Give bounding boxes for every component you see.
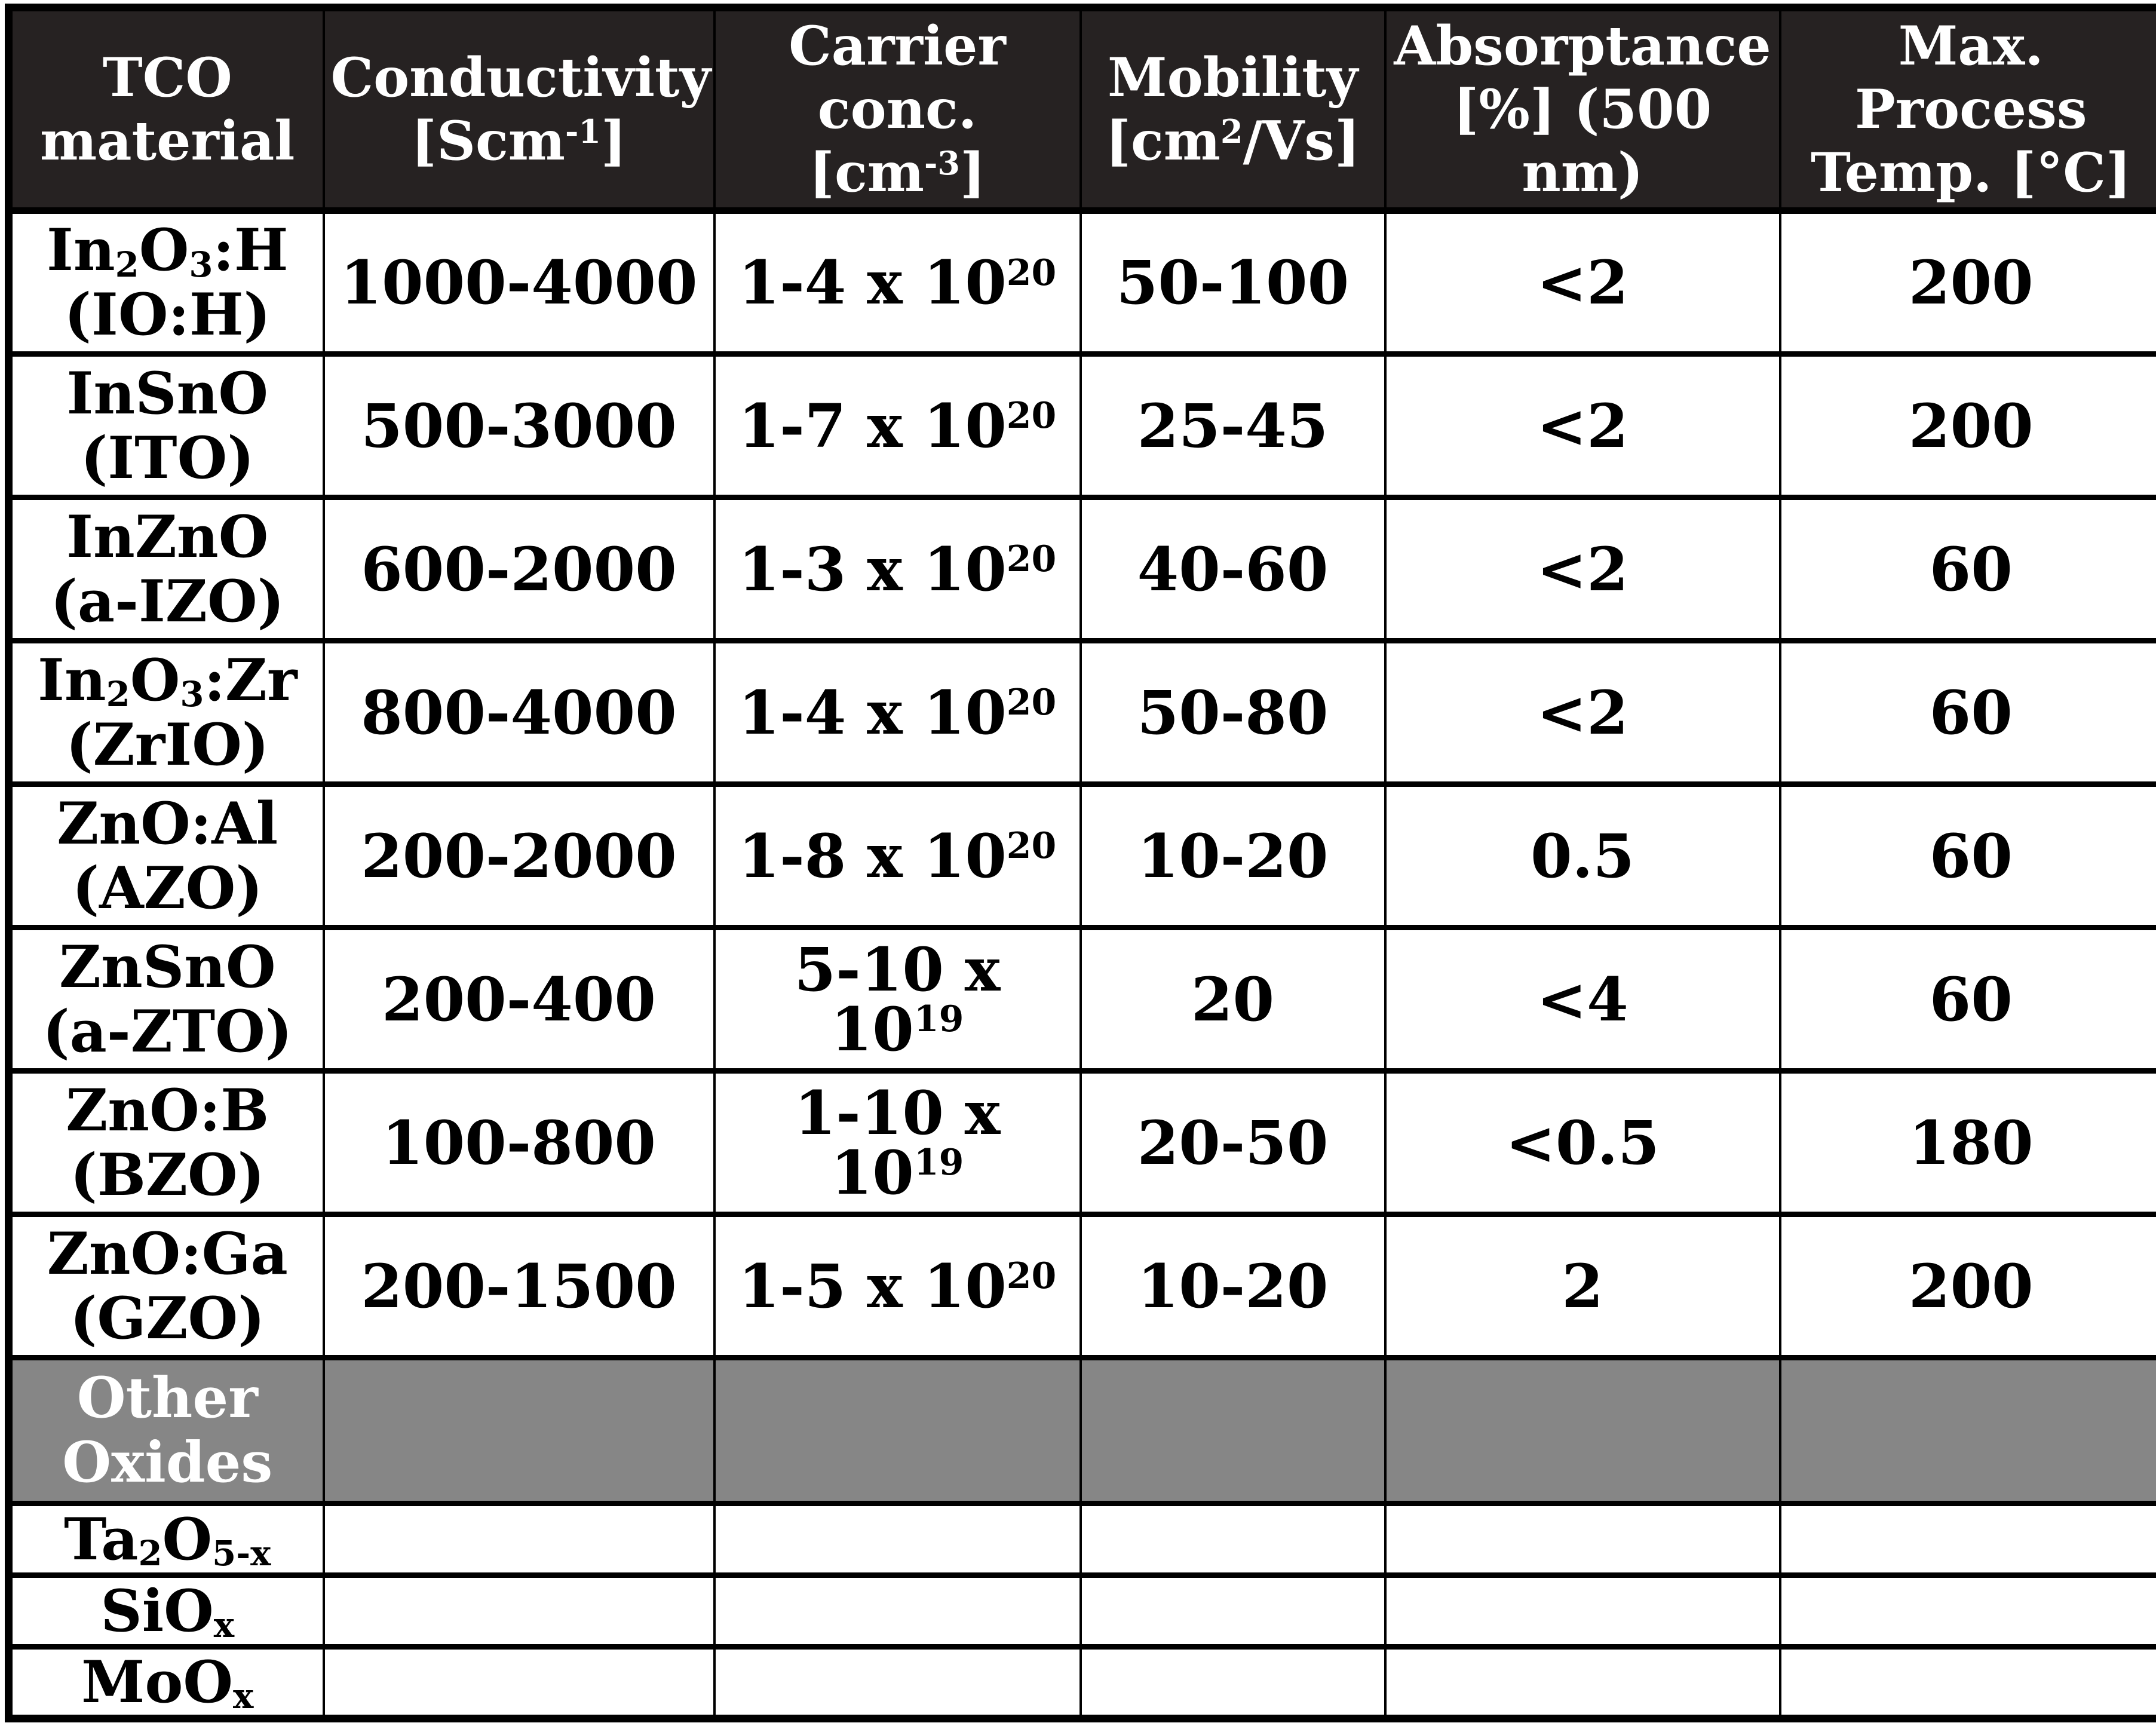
cell-material: ZnO:Al(AZO) bbox=[9, 784, 324, 928]
cell-conductivity: 100-800 bbox=[324, 1071, 714, 1215]
cell-carrier-conc: 1-4 x 1020 bbox=[714, 641, 1081, 784]
cell-conductivity: 200-1500 bbox=[324, 1215, 714, 1358]
cell-carrier-conc: 5-10 x 1019 bbox=[714, 928, 1081, 1071]
cell-carrier-conc: 1-4 x 1020 bbox=[714, 211, 1081, 354]
empty-cell bbox=[1081, 1575, 1385, 1647]
cell-material: Ta2O5-x bbox=[9, 1504, 324, 1575]
cell-absorptance: <2 bbox=[1385, 498, 1780, 641]
cell-material: ZnO:B(BZO) bbox=[9, 1071, 324, 1215]
empty-cell bbox=[324, 1358, 714, 1504]
cell-absorptance: <2 bbox=[1385, 211, 1780, 354]
empty-cell bbox=[324, 1504, 714, 1575]
cell-carrier-conc: 1-10 x 1019 bbox=[714, 1071, 1081, 1215]
cell-mobility: 20 bbox=[1081, 928, 1385, 1071]
header-cell-absorptance: Absorptance[%] (500 nm) bbox=[1385, 8, 1780, 211]
empty-cell bbox=[714, 1358, 1081, 1504]
cell-material: SiOx bbox=[9, 1575, 324, 1647]
cell-conductivity: 200-400 bbox=[324, 928, 714, 1071]
cell-max-temp: 60 bbox=[1780, 928, 2156, 1071]
table-row-ito: InSnO(ITO) 500-3000 1-7 x 1020 25-45 <2 … bbox=[9, 354, 2156, 498]
cell-absorptance: 0.5 bbox=[1385, 784, 1780, 928]
empty-cell bbox=[324, 1647, 714, 1719]
empty-cell bbox=[1081, 1647, 1385, 1719]
empty-cell bbox=[1081, 1358, 1385, 1504]
empty-cell bbox=[324, 1575, 714, 1647]
empty-cell bbox=[1780, 1647, 2156, 1719]
cell-carrier-conc: 1-5 x 1020 bbox=[714, 1215, 1081, 1358]
table-row-a-izo: InZnO(a-IZO) 600-2000 1-3 x 1020 40-60 <… bbox=[9, 498, 2156, 641]
cell-carrier-conc: 1-8 x 1020 bbox=[714, 784, 1081, 928]
cell-mobility: 25-45 bbox=[1081, 354, 1385, 498]
header-cell-conductivity: Conductivity[Scm-1] bbox=[324, 8, 714, 211]
empty-cell bbox=[1780, 1504, 2156, 1575]
cell-mobility: 10-20 bbox=[1081, 1215, 1385, 1358]
table-row-bzo: ZnO:B(BZO) 100-800 1-10 x 1019 20-50 <0.… bbox=[9, 1071, 2156, 1215]
empty-cell bbox=[1780, 1575, 2156, 1647]
cell-mobility: 50-80 bbox=[1081, 641, 1385, 784]
cell-max-temp: 60 bbox=[1780, 498, 2156, 641]
cell-conductivity: 800-4000 bbox=[324, 641, 714, 784]
cell-max-temp: 60 bbox=[1780, 784, 2156, 928]
empty-cell bbox=[1385, 1575, 1780, 1647]
table-row-moox: MoOx bbox=[9, 1647, 2156, 1719]
empty-cell bbox=[1780, 1358, 2156, 1504]
empty-cell bbox=[1081, 1504, 1385, 1575]
table-row-ta2o5: Ta2O5-x bbox=[9, 1504, 2156, 1575]
table-row-zrio: In2O3:Zr(ZrIO) 800-4000 1-4 x 1020 50-80… bbox=[9, 641, 2156, 784]
cell-material: ZnSnO(a-ZTO) bbox=[9, 928, 324, 1071]
cell-max-temp: 60 bbox=[1780, 641, 2156, 784]
cell-max-temp: 200 bbox=[1780, 1215, 2156, 1358]
cell-max-temp: 200 bbox=[1780, 354, 2156, 498]
cell-conductivity: 200-2000 bbox=[324, 784, 714, 928]
cell-carrier-conc: 1-7 x 1020 bbox=[714, 354, 1081, 498]
cell-mobility: 50-100 bbox=[1081, 211, 1385, 354]
cell-mobility: 20-50 bbox=[1081, 1071, 1385, 1215]
cell-material: InZnO(a-IZO) bbox=[9, 498, 324, 641]
cell-material: In2O3:Zr(ZrIO) bbox=[9, 641, 324, 784]
cell-material: InSnO(ITO) bbox=[9, 354, 324, 498]
header-cell-mobility: Mobility[cm2/Vs] bbox=[1081, 8, 1385, 211]
cell-max-temp: 180 bbox=[1780, 1071, 2156, 1215]
cell-material: In2O3:H(IO:H) bbox=[9, 211, 324, 354]
table-row-io-h: In2O3:H(IO:H) 1000-4000 1-4 x 1020 50-10… bbox=[9, 211, 2156, 354]
cell-mobility: 40-60 bbox=[1081, 498, 1385, 641]
table-row-gzo: ZnO:Ga(GZO) 200-1500 1-5 x 1020 10-20 2 … bbox=[9, 1215, 2156, 1358]
table-row-azo: ZnO:Al(AZO) 200-2000 1-8 x 1020 10-20 0.… bbox=[9, 784, 2156, 928]
cell-conductivity: 600-2000 bbox=[324, 498, 714, 641]
empty-cell bbox=[1385, 1504, 1780, 1575]
cell-conductivity: 1000-4000 bbox=[324, 211, 714, 354]
cell-absorptance: 2 bbox=[1385, 1215, 1780, 1358]
empty-cell bbox=[714, 1575, 1081, 1647]
cell-absorptance: <2 bbox=[1385, 354, 1780, 498]
empty-cell bbox=[714, 1647, 1081, 1719]
cell-absorptance: <2 bbox=[1385, 641, 1780, 784]
cell-absorptance: <4 bbox=[1385, 928, 1780, 1071]
empty-cell bbox=[1385, 1358, 1780, 1504]
empty-cell bbox=[714, 1504, 1081, 1575]
cell-material: ZnO:Ga(GZO) bbox=[9, 1215, 324, 1358]
cell-max-temp: 200 bbox=[1780, 211, 2156, 354]
empty-cell bbox=[1385, 1647, 1780, 1719]
cell-material: MoOx bbox=[9, 1647, 324, 1719]
table-row-siox: SiOx bbox=[9, 1575, 2156, 1647]
table-row-a-zto: ZnSnO(a-ZTO) 200-400 5-10 x 1019 20 <4 6… bbox=[9, 928, 2156, 1071]
cell-absorptance: <0.5 bbox=[1385, 1071, 1780, 1215]
cell-mobility: 10-20 bbox=[1081, 784, 1385, 928]
cell-carrier-conc: 1-3 x 1020 bbox=[714, 498, 1081, 641]
cell-conductivity: 500-3000 bbox=[324, 354, 714, 498]
